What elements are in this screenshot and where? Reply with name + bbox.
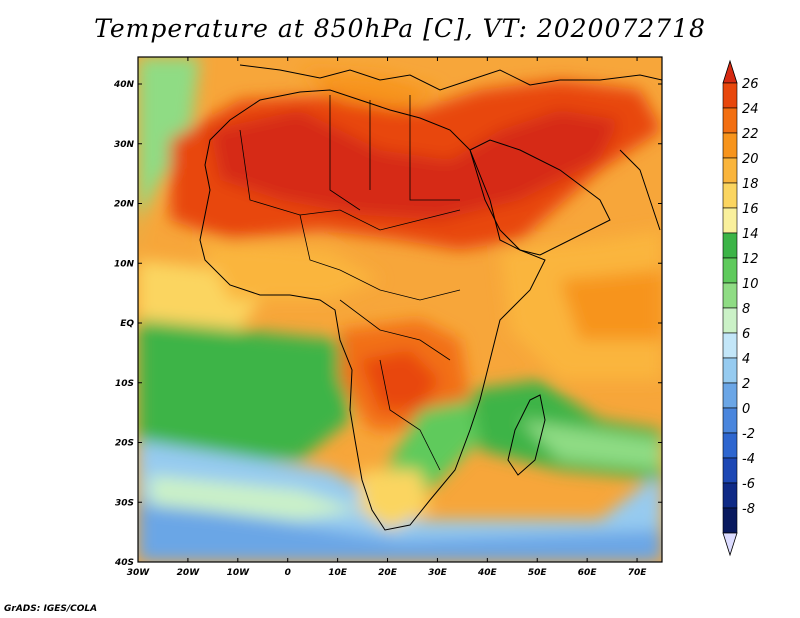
colorbar-label: 10 xyxy=(742,277,759,292)
lat-tick-label: 30N xyxy=(114,140,135,150)
colorbar-swatch xyxy=(722,282,738,309)
colorbar-swatch xyxy=(722,307,738,334)
colorbar-label: 6 xyxy=(742,327,750,342)
lat-tick-label: 30S xyxy=(115,498,134,508)
lon-tick-label: 20W xyxy=(177,568,201,578)
colorbar-label: -8 xyxy=(742,502,755,517)
lon-tick-label: 70E xyxy=(628,568,648,578)
lon-tick-label: 40E xyxy=(477,568,498,578)
lon-tick-label: 0 xyxy=(285,568,291,578)
colorbar-swatch xyxy=(722,407,738,434)
colorbar-label: 8 xyxy=(742,302,750,317)
colorbar-swatch xyxy=(722,432,738,459)
map-title: Temperature at 850hPa [C], VT: 202007271… xyxy=(94,14,706,43)
colorbar-swatch xyxy=(722,532,738,557)
lon-tick-label: 30W xyxy=(127,568,151,578)
lon-tick-label: 20E xyxy=(378,568,398,578)
colorbar-label: 12 xyxy=(742,252,759,267)
colorbar-label: 24 xyxy=(742,102,759,117)
colorbar-swatch xyxy=(722,382,738,409)
lat-tick-label: 10S xyxy=(115,379,134,389)
lon-tick-label: 10E xyxy=(328,568,348,578)
colorbar-label: 26 xyxy=(742,77,759,92)
colorbar-swatch xyxy=(722,457,738,484)
colorbar-swatch xyxy=(722,507,738,534)
colorbar-swatch xyxy=(722,332,738,359)
coastlines xyxy=(199,64,662,531)
colorbar-label: 20 xyxy=(742,152,759,167)
colorbar-swatch xyxy=(722,107,738,134)
colorbar-label: 16 xyxy=(742,202,759,217)
colorbar-label: -2 xyxy=(742,427,755,442)
colorbar-swatch xyxy=(722,482,738,509)
colorbar-label: 14 xyxy=(742,227,759,242)
colorbar-swatch xyxy=(722,157,738,184)
lon-tick-label: 50E xyxy=(528,568,548,578)
colorbar-swatch xyxy=(722,207,738,234)
colorbar-swatch xyxy=(722,59,738,84)
colorbar-swatch xyxy=(722,257,738,284)
colorbar-label: -6 xyxy=(742,477,755,492)
latitude-ticks: 40N 30N 20N 10N EQ 10S 20S 30S 40S xyxy=(113,80,662,568)
colorbar-label: 22 xyxy=(742,127,759,142)
lat-tick-label: 40N xyxy=(113,80,135,90)
lat-tick-label: 10N xyxy=(114,259,135,269)
lon-tick-label: 60E xyxy=(578,568,598,578)
colorbar-swatch xyxy=(722,132,738,159)
colorbar-label: -4 xyxy=(742,452,755,467)
colorbar-label: 18 xyxy=(742,177,759,192)
colorbar-label: 0 xyxy=(742,402,750,417)
grads-credit: GrADS: IGES/COLA xyxy=(4,604,98,614)
colorbar-swatch xyxy=(722,82,738,109)
colorbar-swatch xyxy=(722,232,738,259)
colorbar-swatch xyxy=(722,182,738,209)
plot-frame xyxy=(137,56,663,563)
lat-tick-label: EQ xyxy=(120,319,134,329)
lat-tick-label: 20S xyxy=(115,439,134,449)
temperature-field xyxy=(138,57,662,562)
lon-tick-label: 10W xyxy=(227,568,251,578)
longitude-ticks: 30W 20W 10W 0 10E 20E 30E 40E 50E 60E 70E xyxy=(127,57,647,578)
colorbar-swatch xyxy=(722,357,738,384)
lat-tick-label: 20N xyxy=(114,200,135,210)
lon-tick-label: 30E xyxy=(428,568,448,578)
colorbar-label: 2 xyxy=(742,377,750,392)
lat-tick-label: 40S xyxy=(114,558,134,568)
colorbar-label: 4 xyxy=(742,352,750,367)
